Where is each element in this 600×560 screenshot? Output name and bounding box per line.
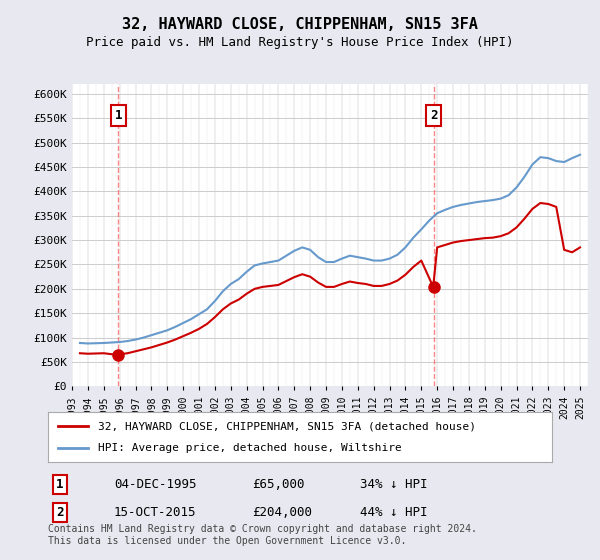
Text: 2: 2	[430, 109, 437, 122]
Text: 1: 1	[56, 478, 64, 491]
FancyBboxPatch shape	[72, 84, 588, 386]
Text: £65,000: £65,000	[252, 478, 305, 491]
Text: £204,000: £204,000	[252, 506, 312, 519]
Text: Contains HM Land Registry data © Crown copyright and database right 2024.
This d: Contains HM Land Registry data © Crown c…	[48, 524, 477, 546]
Text: Price paid vs. HM Land Registry's House Price Index (HPI): Price paid vs. HM Land Registry's House …	[86, 36, 514, 49]
Text: 15-OCT-2015: 15-OCT-2015	[114, 506, 197, 519]
Text: 04-DEC-1995: 04-DEC-1995	[114, 478, 197, 491]
Text: 2: 2	[56, 506, 64, 519]
Text: 34% ↓ HPI: 34% ↓ HPI	[360, 478, 427, 491]
Text: 1: 1	[115, 109, 122, 122]
Text: 32, HAYWARD CLOSE, CHIPPENHAM, SN15 3FA: 32, HAYWARD CLOSE, CHIPPENHAM, SN15 3FA	[122, 17, 478, 32]
Text: HPI: Average price, detached house, Wiltshire: HPI: Average price, detached house, Wilt…	[98, 443, 402, 453]
Text: 44% ↓ HPI: 44% ↓ HPI	[360, 506, 427, 519]
Text: 32, HAYWARD CLOSE, CHIPPENHAM, SN15 3FA (detached house): 32, HAYWARD CLOSE, CHIPPENHAM, SN15 3FA …	[98, 422, 476, 432]
